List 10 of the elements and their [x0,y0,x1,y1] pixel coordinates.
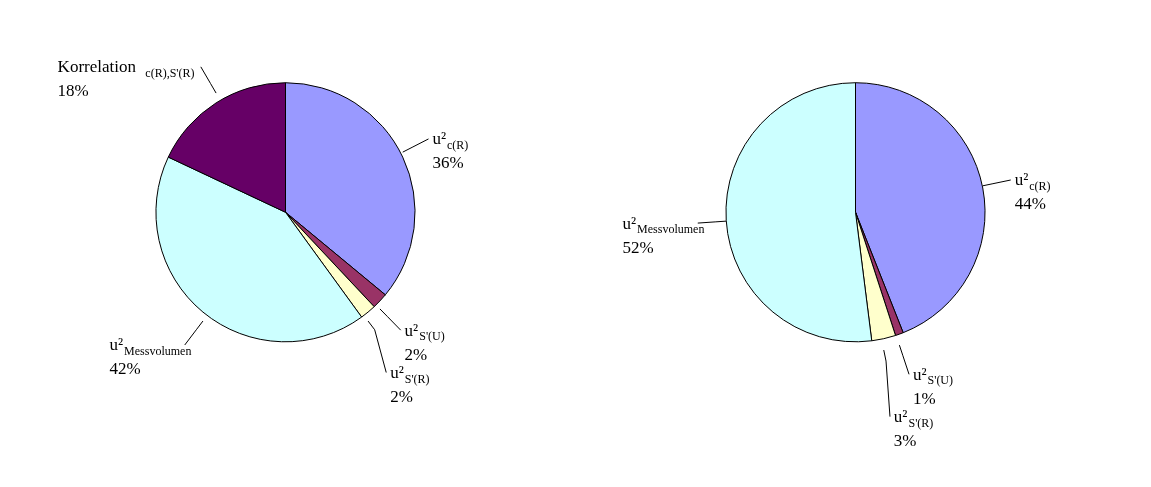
data-label: 18% [57,81,89,101]
data-label: 44% [1014,194,1046,214]
data-label: 36% [432,153,464,173]
data-label: 1% [912,388,936,408]
data-label: 3% [893,431,917,451]
data-label: 52% [622,237,654,257]
data-label: 42% [109,359,141,379]
data-label: 2% [404,344,428,364]
data-label: 2% [390,387,413,407]
slice-label: Korrelation c(R),S'(R) [57,57,195,80]
